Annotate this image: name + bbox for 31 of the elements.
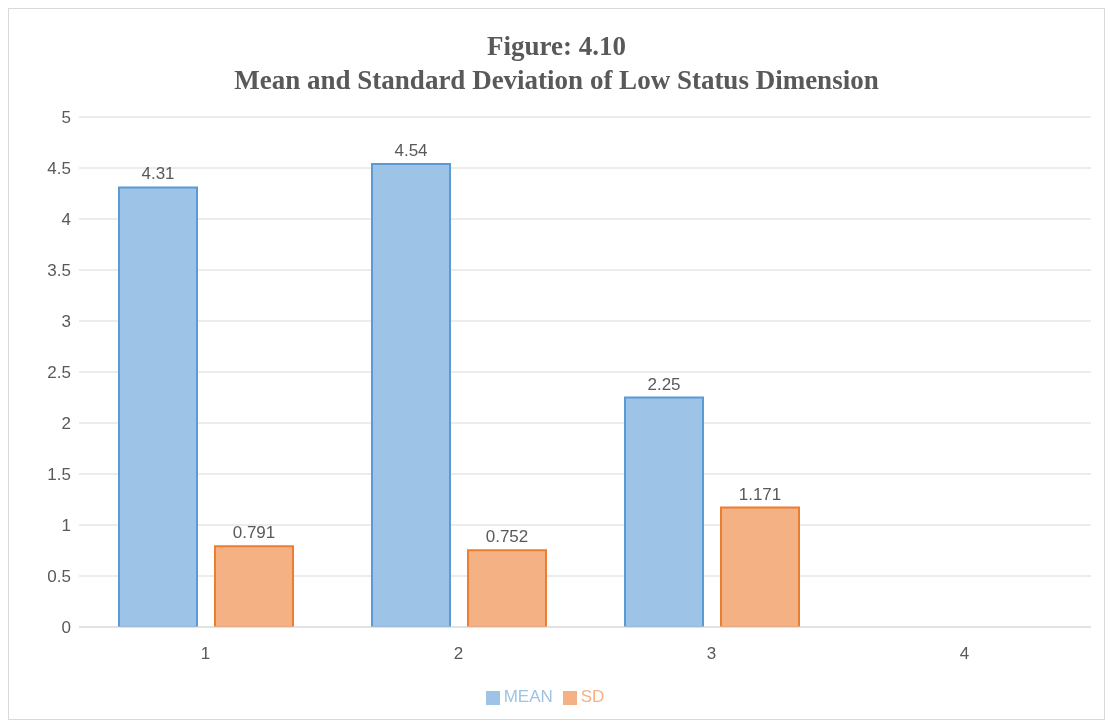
y-tick-label: 2.5 — [47, 363, 71, 383]
y-tick-label: 1.5 — [47, 465, 71, 485]
bar — [371, 162, 451, 627]
x-tick-label: 4 — [959, 644, 970, 664]
data-label: 0.752 — [485, 527, 529, 547]
bar — [624, 396, 704, 627]
y-tick-label: 4.5 — [47, 159, 71, 179]
y-tick-label: 0 — [61, 618, 71, 638]
data-label: 4.54 — [394, 140, 428, 160]
bar — [118, 186, 198, 627]
data-label: 1.171 — [738, 484, 782, 504]
bar — [214, 545, 294, 627]
chart-title: Figure: 4.10 — [486, 30, 627, 63]
y-tick-label: 3.5 — [47, 261, 71, 281]
x-tick-label: 2 — [453, 644, 464, 664]
y-tick-label: 2 — [61, 414, 71, 434]
y-tick-label: 4 — [61, 210, 71, 230]
legend-label: MEAN — [503, 687, 553, 706]
data-label: 0.791 — [232, 523, 276, 543]
y-tick-label: 0.5 — [47, 567, 71, 587]
chart-subtitle: Mean and Standard Deviation of Low Status Dimension — [233, 64, 880, 97]
x-tick-label: 3 — [706, 644, 717, 664]
y-tick-label: 5 — [61, 108, 71, 128]
data-label: 2.25 — [647, 374, 681, 394]
bar — [467, 549, 547, 627]
y-tick-label: 3 — [61, 312, 71, 332]
x-tick-label: 1 — [200, 644, 211, 664]
data-label: 4.31 — [141, 164, 175, 184]
y-tick-label: 1 — [61, 516, 71, 536]
bar — [720, 506, 800, 627]
legend-label: SD — [580, 687, 605, 706]
